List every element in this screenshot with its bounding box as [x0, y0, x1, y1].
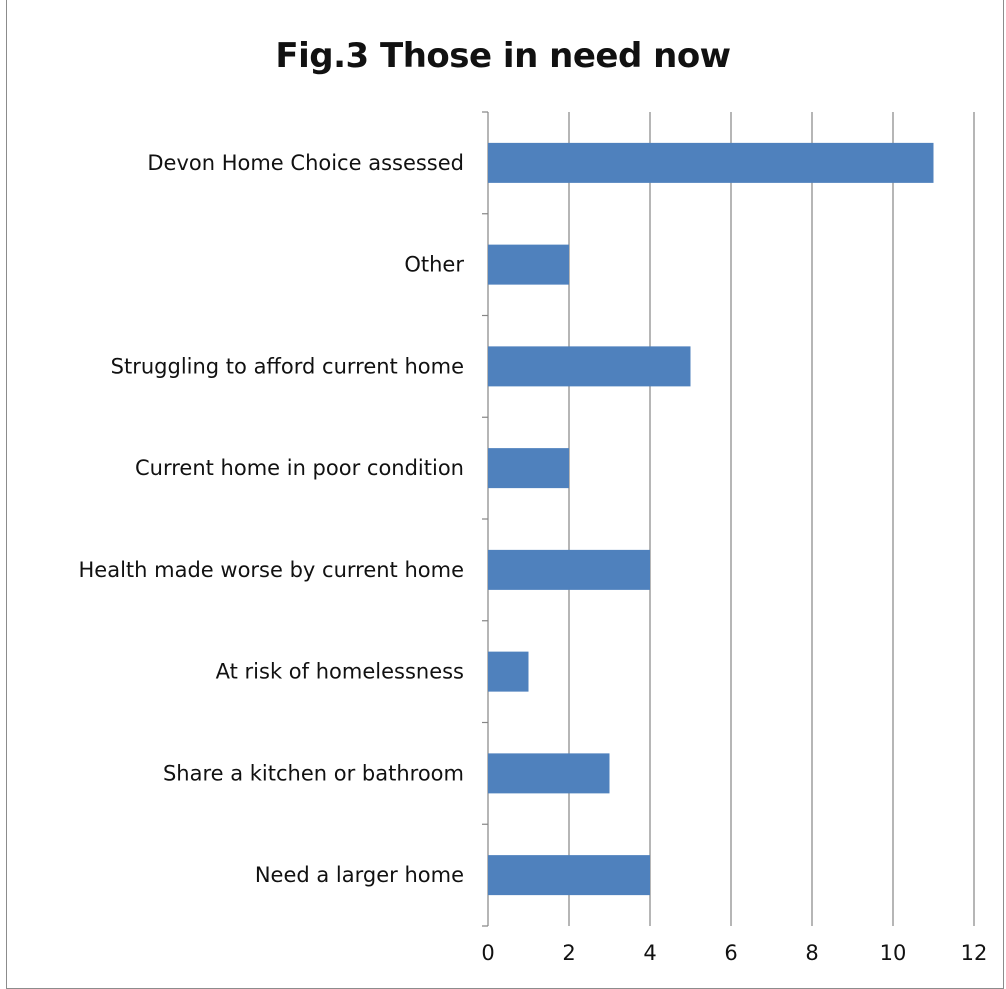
x-tick-label: 10 [880, 941, 907, 965]
bar [488, 855, 650, 896]
category-label: Other [404, 253, 464, 277]
category-label: Struggling to afford current home [111, 354, 464, 378]
category-label: Current home in poor condition [135, 456, 464, 480]
chart-title: Fig.3 Those in need now [275, 36, 731, 76]
bar [488, 651, 529, 692]
axes [482, 111, 489, 927]
bar [488, 753, 610, 794]
category-label: Devon Home Choice assessed [147, 151, 464, 175]
category-label: At risk of homelessness [216, 660, 464, 684]
x-tick-label: 6 [724, 941, 737, 965]
category-label: Health made worse by current home [79, 558, 464, 582]
x-tick-label: 8 [805, 941, 818, 965]
bar [488, 142, 934, 183]
gridlines [568, 112, 975, 926]
category-label: Share a kitchen or bathroom [163, 761, 464, 785]
x-tick-label: 12 [961, 941, 988, 965]
x-tick-label: 2 [562, 941, 575, 965]
category-labels: Devon Home Choice assessed Other Strugglin… [79, 151, 465, 887]
bar [488, 346, 691, 387]
bars [488, 142, 934, 896]
category-label: Need a larger home [255, 863, 464, 887]
bar [488, 549, 650, 590]
x-tick-label: 0 [481, 941, 494, 965]
x-tick-label: 4 [643, 941, 656, 965]
bar [488, 448, 569, 489]
bar [488, 244, 569, 285]
x-tick-labels: 0 2 4 6 8 10 12 [481, 941, 987, 965]
